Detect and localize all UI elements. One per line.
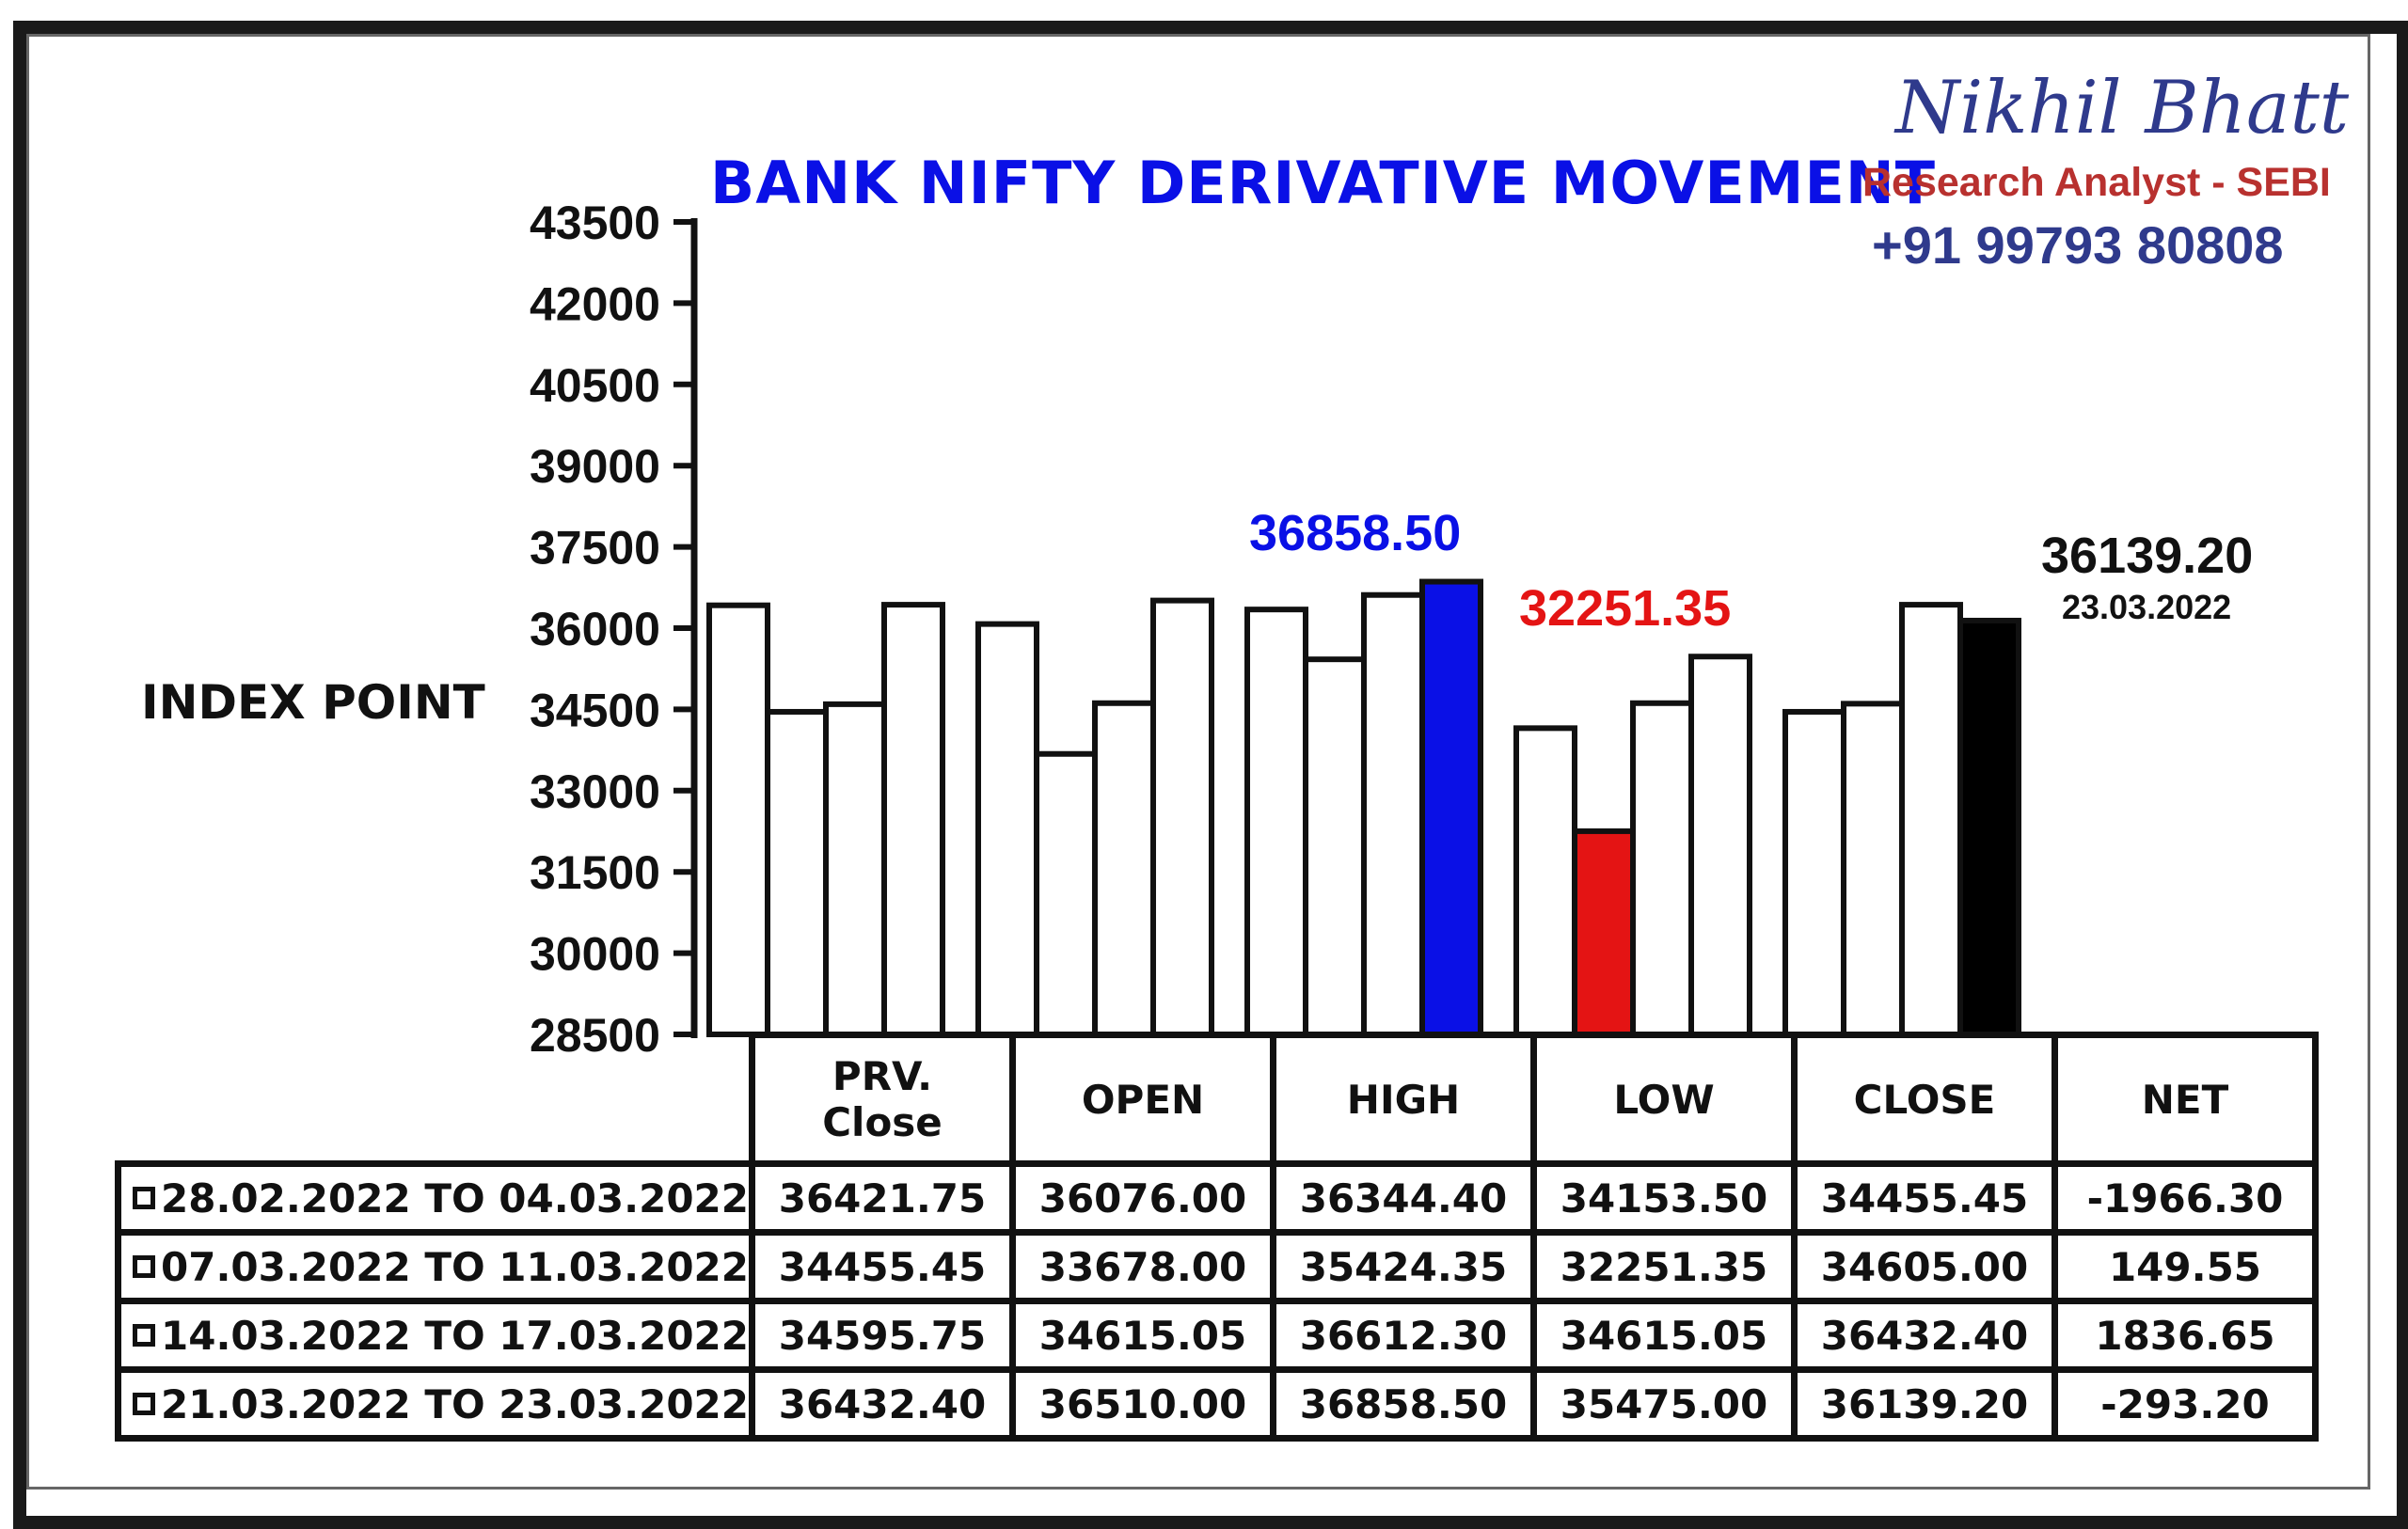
- table-row: 14.03.2022 TO 17.03.2022 34595.75 34615.…: [115, 1298, 2319, 1373]
- bar-high-0: [1244, 607, 1308, 1037]
- cell: 35475.00: [1530, 1366, 1798, 1442]
- header-close: CLOSE: [1791, 1032, 2058, 1167]
- row-label-text: 28.02.2022 TO 04.03.2022: [161, 1174, 749, 1222]
- cell: 34615.05: [1530, 1298, 1798, 1373]
- checkbox-icon: [133, 1255, 155, 1278]
- y-tick-label: 37500: [530, 522, 660, 575]
- bar-close-3: [1957, 617, 2021, 1037]
- cell: 34153.50: [1530, 1160, 1798, 1236]
- cell: -293.20: [2052, 1366, 2319, 1442]
- row-label-text: 07.03.2022 TO 11.03.2022: [161, 1243, 749, 1290]
- data-table: PRV. Close OPEN HIGH LOW CLOSE NET 28.02…: [115, 1032, 2319, 1442]
- y-tick-label: 40500: [530, 359, 660, 412]
- bar-close-2: [1899, 602, 1963, 1037]
- cell: 34615.05: [1009, 1298, 1276, 1373]
- table-row: 28.02.2022 TO 04.03.2022 36421.75 36076.…: [115, 1160, 2319, 1236]
- brand-phone: +91 99793 80808: [1872, 215, 2284, 275]
- cell: 35424.35: [1270, 1229, 1537, 1304]
- close-date-annotation: 23.03.2022: [2062, 588, 2232, 626]
- bar-prv-close-0: [706, 602, 770, 1037]
- header-high: HIGH: [1270, 1032, 1537, 1167]
- bar-low-3: [1688, 654, 1752, 1037]
- bar-high-2: [1361, 591, 1425, 1037]
- y-tick-label: 39000: [530, 440, 660, 493]
- cell: 36510.00: [1009, 1366, 1276, 1442]
- low-annotation: 32251.35: [1519, 580, 1732, 637]
- bar-prv-close-1: [765, 708, 829, 1037]
- y-tick-label: 34500: [530, 684, 660, 736]
- table-row: 07.03.2022 TO 11.03.2022 34455.45 33678.…: [115, 1229, 2319, 1304]
- brand-role: Research Analyst - SEBI: [1862, 160, 2331, 205]
- cell: 36432.40: [1791, 1298, 2058, 1373]
- cell: 36076.00: [1009, 1160, 1276, 1236]
- cell: 1836.65: [2052, 1298, 2319, 1373]
- header-open: OPEN: [1009, 1032, 1276, 1167]
- y-axis-label: INDEX POINT: [141, 675, 485, 730]
- cell: 36139.20: [1791, 1366, 2058, 1442]
- bar-open-2: [1092, 700, 1156, 1037]
- row-label: 07.03.2022 TO 11.03.2022: [115, 1229, 755, 1304]
- y-tick-label: 30000: [530, 928, 660, 981]
- header-low: LOW: [1530, 1032, 1798, 1167]
- checkbox-icon: [133, 1187, 155, 1209]
- row-label-text: 14.03.2022 TO 17.03.2022: [161, 1312, 749, 1359]
- y-tick-label: 31500: [530, 846, 660, 899]
- checkbox-icon: [133, 1393, 155, 1415]
- table-corner: [119, 1035, 752, 1164]
- brand-name: Nikhil Bhatt: [1895, 66, 2350, 150]
- bar-close-0: [1782, 708, 1846, 1037]
- header-text: PRV. Close: [822, 1053, 943, 1145]
- checkbox-icon: [133, 1324, 155, 1347]
- y-tick-label: 28500: [530, 1009, 660, 1062]
- cell: 149.55: [2052, 1229, 2319, 1304]
- cell: 36432.40: [749, 1366, 1016, 1442]
- y-tick-label: 33000: [530, 765, 660, 818]
- bar-prv-close-2: [823, 701, 887, 1038]
- cell: 36421.75: [749, 1160, 1016, 1236]
- bar-low-0: [1513, 725, 1577, 1037]
- row-label-text: 21.03.2022 TO 23.03.2022: [161, 1380, 749, 1427]
- header-prv-close: PRV. Close: [749, 1032, 1016, 1167]
- bar-close-1: [1841, 701, 1905, 1037]
- cell: 34455.45: [749, 1229, 1016, 1304]
- bar-open-3: [1150, 597, 1214, 1038]
- cell: 36858.50: [1270, 1366, 1537, 1442]
- header-net: NET: [2052, 1032, 2319, 1167]
- chart-title: BANK NIFTY DERIVATIVE MOVEMENT: [710, 149, 1936, 217]
- y-tick-label: 43500: [530, 197, 660, 249]
- bar-low-1: [1572, 828, 1636, 1037]
- bar-open-1: [1034, 750, 1098, 1037]
- y-tick-label: 36000: [530, 603, 660, 655]
- row-label: 28.02.2022 TO 04.03.2022: [115, 1160, 755, 1236]
- cell: -1966.30: [2052, 1160, 2319, 1236]
- cell: 36344.40: [1270, 1160, 1537, 1236]
- bar-high-1: [1303, 656, 1367, 1037]
- high-annotation: 36858.50: [1249, 505, 1462, 561]
- close-annotation: 36139.20: [2041, 528, 2254, 584]
- table-header-row: PRV. Close OPEN HIGH LOW CLOSE NET: [119, 1032, 2319, 1167]
- row-label: 14.03.2022 TO 17.03.2022: [115, 1298, 755, 1373]
- bar-open-0: [975, 621, 1039, 1037]
- y-tick-label: 42000: [530, 277, 660, 330]
- cell: 34605.00: [1791, 1229, 2058, 1304]
- bar-low-2: [1630, 700, 1694, 1037]
- cell: 33678.00: [1009, 1229, 1276, 1304]
- table-row: 21.03.2022 TO 23.03.2022 36432.40 36510.…: [115, 1366, 2319, 1442]
- bar-high-3: [1419, 578, 1483, 1037]
- cell: 34595.75: [749, 1298, 1016, 1373]
- cell: 34455.45: [1791, 1160, 2058, 1236]
- cell: 32251.35: [1530, 1229, 1798, 1304]
- cell: 36612.30: [1270, 1298, 1537, 1373]
- row-label: 21.03.2022 TO 23.03.2022: [115, 1366, 755, 1442]
- bar-prv-close-3: [881, 602, 945, 1037]
